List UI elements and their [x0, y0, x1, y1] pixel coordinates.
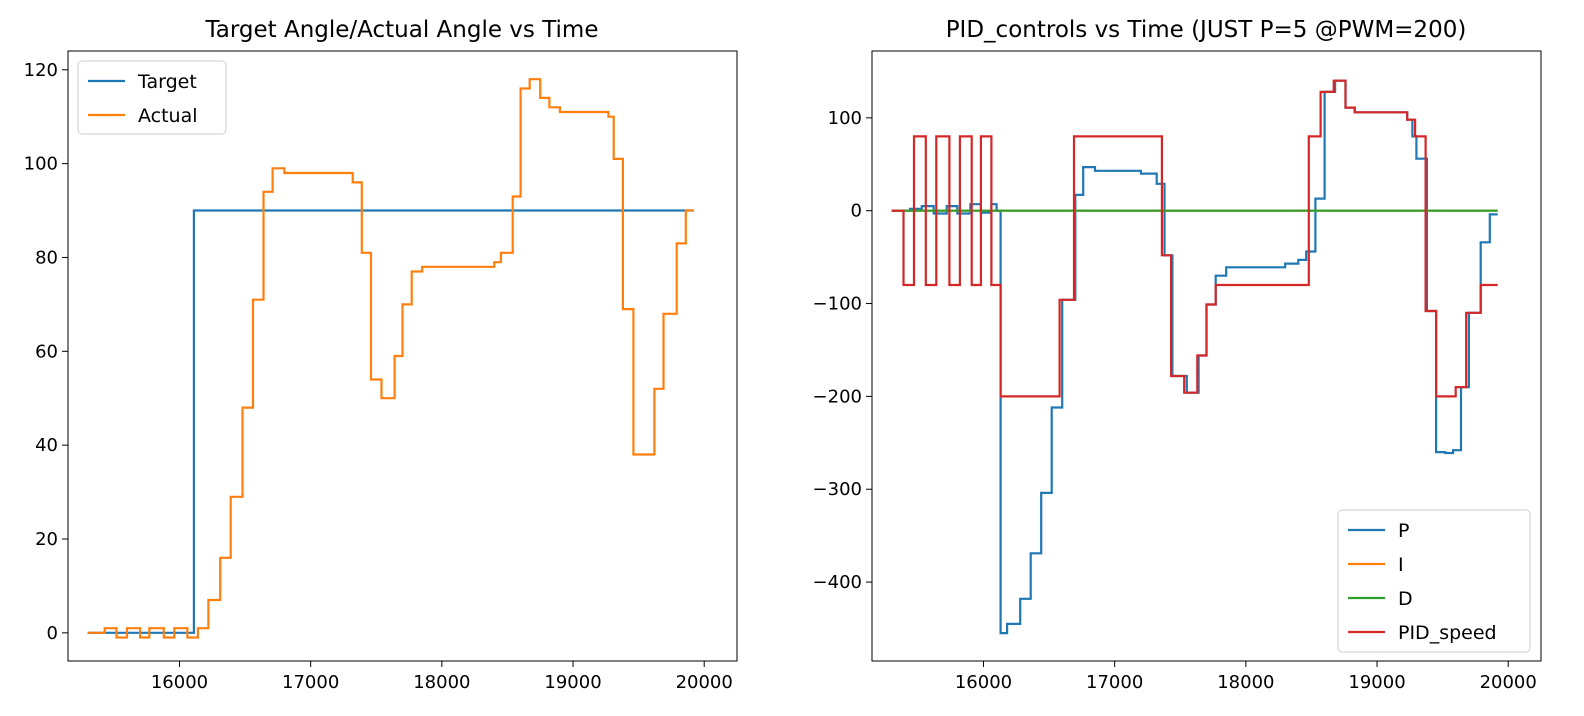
legend-label-d: D [1398, 588, 1413, 610]
chart-pid-controls: PID_controls vs Time (JUST P=5 @PWM=200)… [813, 17, 1542, 693]
legend: PID PID_speed [1337, 509, 1531, 653]
x-tick-label: 18000 [413, 672, 470, 693]
y-tick-label: 40 [35, 435, 58, 456]
y-tick-label: 120 [24, 60, 58, 81]
legend-box [1337, 509, 1531, 653]
y-tick-label: 100 [24, 154, 58, 175]
y-tick-label: 100 [828, 108, 862, 129]
axis-ticks: 16000 17000 18000 19000 20000 0 20 40 60 80 100 120 [24, 60, 733, 693]
chart-title: Target Angle/Actual Angle vs Time [205, 17, 599, 43]
series-layer [87, 78, 694, 639]
y-tick-label: −400 [813, 572, 862, 593]
axes-frame [67, 50, 738, 662]
series-line-actual [87, 78, 694, 639]
x-tick-label: 16000 [151, 672, 208, 693]
axis-ticks: 16000 17000 18000 19000 20000 −400 −300 −200 −10… [813, 108, 1537, 693]
x-tick-label: 17000 [1086, 672, 1143, 693]
x-tick-label: 19000 [1348, 672, 1405, 693]
legend-label-p: P [1398, 520, 1409, 542]
y-tick-label: 60 [35, 341, 58, 362]
x-tick-label: 16000 [955, 672, 1012, 693]
axes-frame [871, 50, 1542, 662]
y-tick-label: −300 [813, 479, 862, 500]
y-tick-label: 80 [35, 247, 58, 268]
series-line-pid-speed [891, 79, 1498, 398]
chart-title: PID_controls vs Time (JUST P=5 @PWM=200) [946, 17, 1467, 43]
legend-label-actual: Actual [138, 105, 198, 127]
series-layer [891, 79, 1498, 635]
y-tick-label: 0 [47, 623, 58, 644]
x-tick-label: 17000 [282, 672, 339, 693]
y-tick-label: 20 [35, 529, 58, 550]
y-tick-label: −100 [813, 294, 862, 315]
chart-target-vs-actual-angle: Target Angle/Actual Angle vs Time 16000 1… [24, 17, 738, 693]
series-line-target [87, 209, 694, 634]
legend-label-pid-speed: PID_speed [1398, 622, 1497, 644]
legend-label-i: I [1398, 554, 1404, 576]
x-tick-label: 20000 [1480, 672, 1537, 693]
x-tick-label: 20000 [676, 672, 733, 693]
x-tick-label: 18000 [1217, 672, 1274, 693]
legend-label-target: Target [137, 71, 197, 93]
legend: Target Actual [77, 60, 227, 135]
y-tick-label: −200 [813, 386, 862, 407]
y-tick-label: 0 [851, 201, 862, 222]
x-tick-label: 19000 [544, 672, 601, 693]
